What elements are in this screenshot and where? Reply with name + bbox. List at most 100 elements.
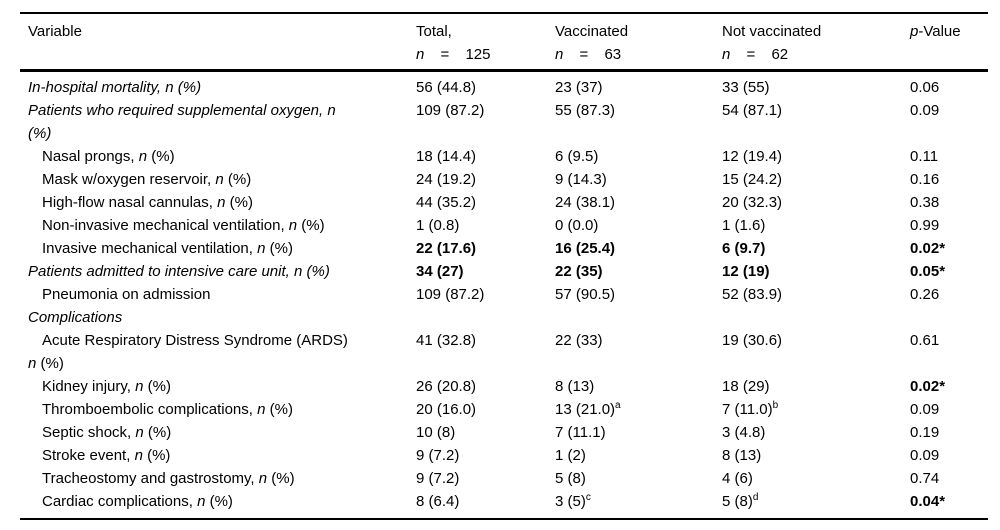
cell-total: 18 (14.4) <box>416 148 477 165</box>
cell-vaccinated: 8 (13) <box>555 378 595 395</box>
cell-total: 1 (0.8) <box>416 217 460 234</box>
cell-not-vaccinated: 3 (4.8) <box>722 424 766 441</box>
column-header-p-value: p-Value <box>910 20 988 43</box>
variable-label: In-hospital mortality, n (%) <box>28 79 202 96</box>
table-row: Thromboembolic complications, n (%) 20 (1… <box>28 398 988 421</box>
variable-label: Nasal prongs, n (%) <box>42 148 175 165</box>
cell-vaccinated: 1 (2) <box>555 447 586 464</box>
cell-not-vaccinated: 4 (6) <box>722 470 753 487</box>
table-row: Invasive mechanical ventilation, n (%) 22… <box>28 237 988 260</box>
cell-total: 20 (16.0) <box>416 401 477 418</box>
cell-p-value: 0.99 <box>910 217 940 234</box>
table-row: Patients admitted to intensive care unit… <box>28 260 988 283</box>
cell-p-value: 0.09 <box>910 102 940 119</box>
variable-label: Kidney injury, n (%) <box>42 378 171 395</box>
table-row: Nasal prongs, n (%) 18 (14.4) 6 (9.5) 12 (1… <box>28 145 988 168</box>
table-row: Acute Respiratory Distress Syndrome (ARD… <box>28 329 988 375</box>
cell-total: 22 (17.6) <box>416 240 477 257</box>
cell-total: 24 (19.2) <box>416 171 477 188</box>
cell-not-vaccinated: 19 (30.6) <box>722 332 783 349</box>
cell-p-value: 0.09 <box>910 401 940 418</box>
column-header-count: n = 62 <box>722 46 789 63</box>
cell-not-vaccinated: 54 (87.1) <box>722 102 783 119</box>
cell-p-value: 0.38 <box>910 194 940 211</box>
cell-vaccinated: 0 (0.0) <box>555 217 599 234</box>
cell-total: 8 (6.4) <box>416 493 460 510</box>
cell-vaccinated: 22 (35) <box>555 263 603 280</box>
cell-total: 9 (7.2) <box>416 470 460 487</box>
cell-p-value: 0.74 <box>910 470 940 487</box>
cell-not-vaccinated: 7 (11.0)b <box>722 400 779 419</box>
variable-label: Thromboembolic complications, n (%) <box>42 401 293 418</box>
table-row: High-flow nasal cannulas, n (%) 44 (35.2)… <box>28 191 988 214</box>
cell-total: 41 (32.8) <box>416 332 477 349</box>
table-row: Septic shock, n (%) 10 (8) 7 (11.1) 3 (4.8)… <box>28 421 988 444</box>
cell-total: 44 (35.2) <box>416 194 477 211</box>
cell-p-value: 0.02* <box>910 378 946 395</box>
column-header-label: Variable <box>28 23 82 40</box>
table-row: Cardiac complications, n (%) 8 (6.4) 3 (5)… <box>28 490 988 513</box>
table-body: In-hospital mortality, n (%) 56 (44.8) 23 … <box>20 72 988 518</box>
cell-p-value: 0.09 <box>910 447 940 464</box>
variable-label: Stroke event, n (%) <box>42 447 171 464</box>
cell-total: 109 (87.2) <box>416 102 485 119</box>
cell-not-vaccinated: 12 (19.4) <box>722 148 783 165</box>
cell-not-vaccinated: 20 (32.3) <box>722 194 783 211</box>
cell-not-vaccinated: 5 (8)d <box>722 492 759 511</box>
cell-not-vaccinated: 18 (29) <box>722 378 770 395</box>
cell-vaccinated: 9 (14.3) <box>555 171 607 188</box>
cell-vaccinated: 7 (11.1) <box>555 424 606 441</box>
column-header-total: Total, n = 125 <box>416 20 555 66</box>
cell-p-value: 0.61 <box>910 332 940 349</box>
cell-vaccinated: 24 (38.1) <box>555 194 616 211</box>
table-row: Non-invasive mechanical ventilation, n (… <box>28 214 988 237</box>
column-header-variable: Variable <box>28 20 416 43</box>
variable-label: Septic shock, n (%) <box>42 424 172 441</box>
cell-vaccinated: 3 (5)c <box>555 492 591 511</box>
variable-label: Pneumonia on admission <box>42 286 211 303</box>
variable-label: Patients who required supplemental oxyge… <box>28 102 336 142</box>
variable-label: Complications <box>28 309 123 326</box>
cell-vaccinated: 55 (87.3) <box>555 102 616 119</box>
cell-p-value: 0.19 <box>910 424 940 441</box>
table-row: Stroke event, n (%) 9 (7.2) 1 (2) 8 (13) 0.0… <box>28 444 988 467</box>
cell-not-vaccinated: 12 (19) <box>722 263 770 280</box>
variable-label: Non-invasive mechanical ventilation, n (… <box>42 217 325 234</box>
column-header-label: Total, <box>416 23 452 40</box>
cell-not-vaccinated: 52 (83.9) <box>722 286 783 303</box>
cell-p-value: 0.16 <box>910 171 940 188</box>
cell-p-value: 0.26 <box>910 286 940 303</box>
cell-vaccinated: 22 (33) <box>555 332 603 349</box>
variable-label: Cardiac complications, n (%) <box>42 493 233 510</box>
cell-total: 109 (87.2) <box>416 286 485 303</box>
cell-total: 34 (27) <box>416 263 464 280</box>
cell-not-vaccinated: 15 (24.2) <box>722 171 783 188</box>
cell-vaccinated: 5 (8) <box>555 470 586 487</box>
column-header-count: n = 125 <box>416 46 491 63</box>
table-row: Kidney injury, n (%) 26 (20.8) 8 (13) 18 (2… <box>28 375 988 398</box>
cell-total: 56 (44.8) <box>416 79 477 96</box>
cell-p-value: 0.02* <box>910 240 946 257</box>
variable-label: High-flow nasal cannulas, n (%) <box>42 194 253 211</box>
cell-not-vaccinated: 33 (55) <box>722 79 770 96</box>
cell-p-value: 0.04* <box>910 493 946 510</box>
table-header-row: Variable Total, n = 125 Vaccinated n = 63 Not… <box>20 14 988 72</box>
table-row: Patients who required supplemental oxyge… <box>28 99 988 145</box>
cell-total: 26 (20.8) <box>416 378 477 395</box>
table-row: Complications <box>28 306 988 329</box>
outcomes-table: Variable Total, n = 125 Vaccinated n = 63 Not… <box>20 12 988 520</box>
table-row: Tracheostomy and gastrostomy, n (%) 9 (7.… <box>28 467 988 490</box>
column-header-count: n = 63 <box>555 46 622 63</box>
cell-not-vaccinated: 1 (1.6) <box>722 217 766 234</box>
cell-not-vaccinated: 6 (9.7) <box>722 240 766 257</box>
cell-p-value: 0.06 <box>910 79 940 96</box>
table-row: Mask w/oxygen reservoir, n (%) 24 (19.2) 9… <box>28 168 988 191</box>
cell-total: 10 (8) <box>416 424 456 441</box>
variable-label: Patients admitted to intensive care unit… <box>28 263 330 280</box>
cell-total: 9 (7.2) <box>416 447 460 464</box>
cell-vaccinated: 6 (9.5) <box>555 148 599 165</box>
variable-label: Invasive mechanical ventilation, n (%) <box>42 240 293 257</box>
cell-vaccinated: 13 (21.0)a <box>555 400 621 419</box>
variable-label: Mask w/oxygen reservoir, n (%) <box>42 171 252 188</box>
cell-p-value: 0.05* <box>910 263 946 280</box>
